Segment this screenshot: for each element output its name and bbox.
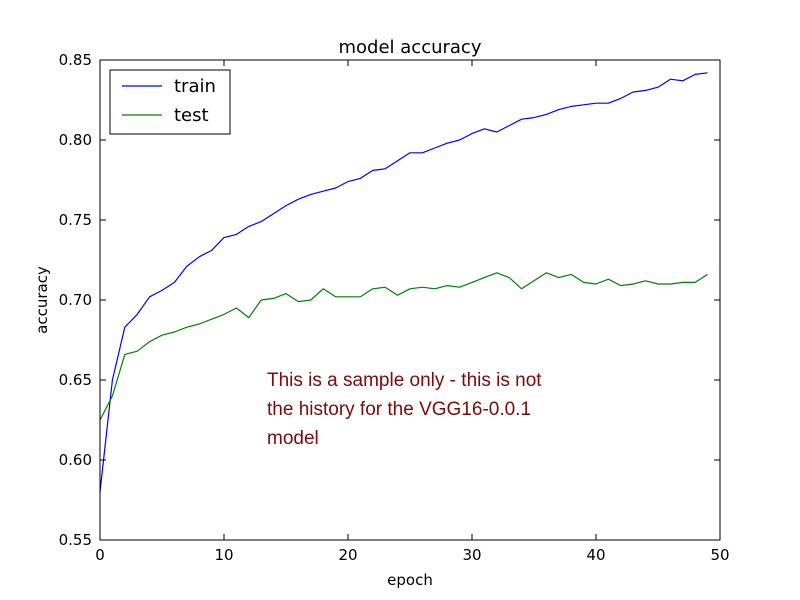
x-axis-label: epoch <box>387 571 433 589</box>
y-tick-label: 0.55 <box>59 531 92 549</box>
x-tick-label: 0 <box>95 546 105 564</box>
y-tick-label: 0.70 <box>59 291 92 309</box>
legend-box <box>109 69 231 135</box>
series-line-test <box>99 272 708 421</box>
series-line-train <box>99 72 708 493</box>
y-tick-label: 0.65 <box>59 371 92 389</box>
x-tick-label: 30 <box>462 546 481 564</box>
annotation-line-1: This is a sample only - this is not <box>267 370 542 391</box>
legend-label-test: test <box>174 105 209 126</box>
x-tick-label: 20 <box>338 546 357 564</box>
x-tick-label: 10 <box>214 546 233 564</box>
chart-title: model accuracy <box>339 37 482 58</box>
y-tick-label: 0.85 <box>59 51 92 69</box>
legend-label-train: train <box>174 76 216 97</box>
y-tick-label: 0.75 <box>59 211 92 229</box>
chart-annotation: This is a sample only - this is not the … <box>267 366 627 453</box>
plot-area: 0 10 20 30 40 50 0.55 0.60 0.65 0.70 0.75 0.80 0.85 t… <box>59 51 730 564</box>
y-tick-label: 0.80 <box>59 131 92 149</box>
annotation-line-3: model <box>267 428 319 449</box>
x-tick-label: 50 <box>710 546 729 564</box>
y-tick-label: 0.60 <box>59 451 92 469</box>
annotation-line-2: the history for the VGG16-0.0.1 <box>267 399 532 420</box>
x-tick-label: 40 <box>586 546 605 564</box>
y-axis-label: accuracy <box>33 266 51 334</box>
